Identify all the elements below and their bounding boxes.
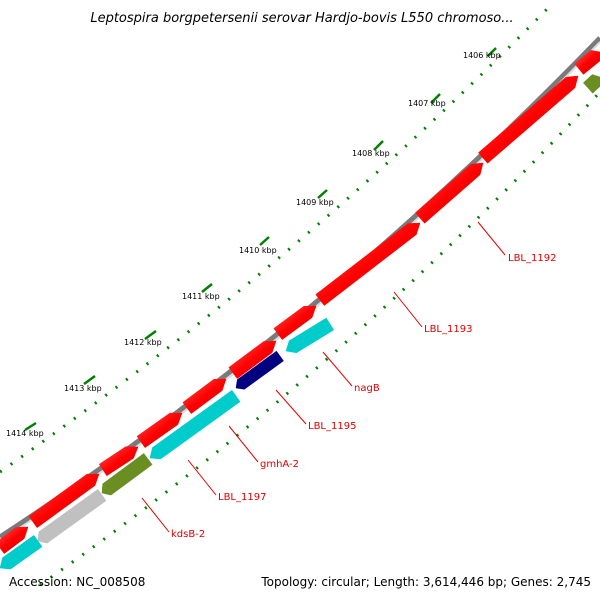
kbp-tick-mark xyxy=(487,47,497,57)
gene-leader-line xyxy=(477,221,506,256)
backbone-inner xyxy=(0,41,600,542)
kbp-ticks: 1406 kbp 1407 kbp 1408 kbp 1409 kbp 1410 kbp… xyxy=(6,47,501,438)
gene-label[interactable]: LBL_1193 xyxy=(424,324,472,335)
gene-label[interactable]: LBL_1192 xyxy=(508,253,556,264)
kbp-tick-label: 1407 kbp xyxy=(408,99,446,108)
kbp-tick-label: 1408 kbp xyxy=(352,149,390,158)
reverse-cds-feature-nagB xyxy=(285,317,335,354)
genome-summary-text: Topology: circular; Length: 3,614,446 bp… xyxy=(260,575,591,589)
gene-leader-line xyxy=(322,351,353,387)
kbp-tick-mark xyxy=(83,374,96,386)
kbp-tick-mark xyxy=(373,140,384,151)
gene-features xyxy=(0,50,600,570)
grey-feature-kdsB2 xyxy=(37,488,107,544)
forward-cds-feature xyxy=(315,222,421,306)
forward-cds-feature xyxy=(28,473,100,529)
forward-cds-feature xyxy=(478,75,579,164)
forward-cds-feature xyxy=(574,50,600,75)
forward-cds-feature xyxy=(415,162,484,224)
chart-title: Leptospira borgpetersenii serovar Hardjo… xyxy=(90,11,513,26)
kbp-tick-mark xyxy=(24,421,37,432)
accession-text: Accession: NC_008508 xyxy=(9,575,145,589)
gene-label[interactable]: gmhA-2 xyxy=(260,459,299,470)
kbp-tick-mark xyxy=(259,236,270,246)
reverse-cds-feature-lbl1195 xyxy=(235,350,284,390)
olive-feature xyxy=(582,74,600,94)
gene-label[interactable]: nagB xyxy=(354,383,380,394)
gene-labels: LBL_1192 LBL_1193 nagB LBL_1195 gmhA-2 LBL_11… xyxy=(141,221,556,540)
gene-label[interactable]: kdsB-2 xyxy=(171,529,205,540)
outer-tick-ring xyxy=(0,6,550,474)
gene-label[interactable]: LBL_1197 xyxy=(218,492,266,503)
forward-cds-feature xyxy=(182,378,227,414)
gene-label[interactable]: LBL_1195 xyxy=(308,421,356,432)
kbp-tick-label: 1406 kbp xyxy=(463,51,501,60)
kbp-tick-mark xyxy=(201,283,213,293)
reverse-cds-feature-gmhA2 xyxy=(149,389,241,460)
kbp-tick-label: 1409 kbp xyxy=(296,198,334,207)
gene-leader-line xyxy=(228,425,259,463)
kbp-tick-mark xyxy=(317,189,328,199)
forward-cds-feature xyxy=(98,446,139,477)
kbp-tick-label: 1410 kbp xyxy=(239,246,277,255)
forward-cds-feature xyxy=(0,526,29,554)
kbp-tick-label: 1411 kbp xyxy=(182,292,220,301)
forward-cds-feature xyxy=(136,412,183,449)
gene-leader-line xyxy=(141,497,170,533)
gene-leader-line xyxy=(275,389,307,425)
kbp-tick-mark xyxy=(144,329,157,341)
forward-cds-feature xyxy=(228,340,277,379)
reverse-cds-feature xyxy=(0,534,43,570)
gene-leader-line xyxy=(187,459,217,496)
kbp-tick-mark xyxy=(430,93,441,104)
backbone-outer xyxy=(0,36,600,540)
gene-leader-line xyxy=(393,291,423,328)
kbp-tick-label: 1412 kbp xyxy=(124,338,162,347)
kbp-tick-label: 1413 kbp xyxy=(64,384,102,393)
forward-cds-feature xyxy=(273,305,317,340)
olive-feature-lbl1197 xyxy=(101,453,153,496)
kbp-tick-label: 1414 kbp xyxy=(6,429,44,438)
